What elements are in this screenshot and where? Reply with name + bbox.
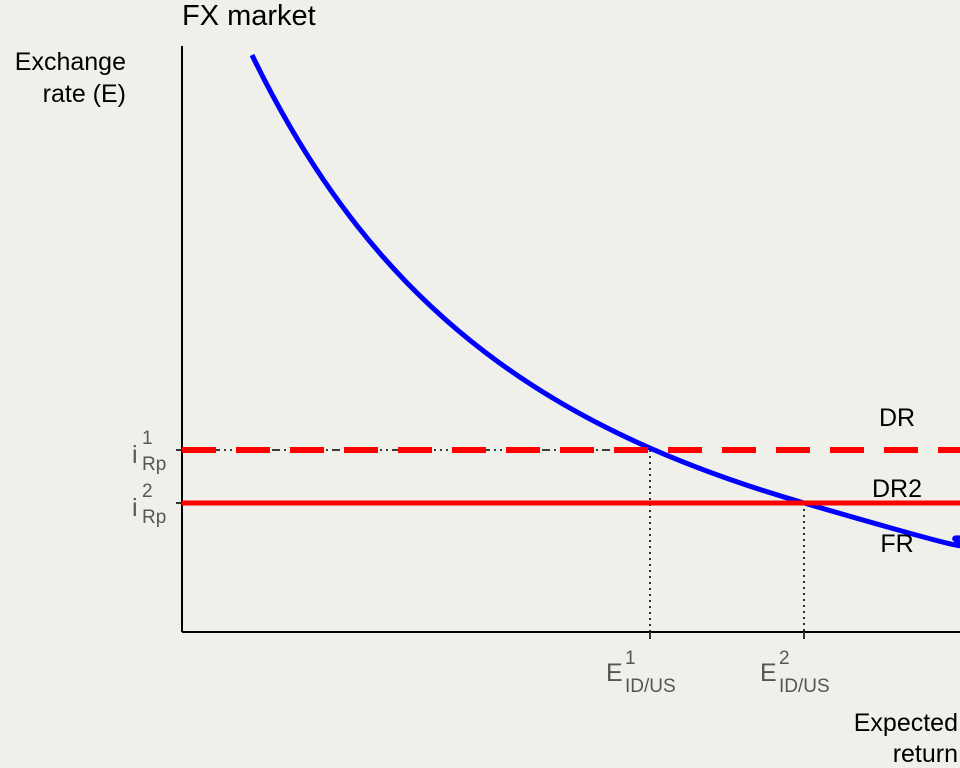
chart-title: FX market — [182, 0, 316, 32]
x-tick-2-base: E — [760, 659, 777, 687]
x-tick-2-sub: ID/US — [779, 676, 830, 697]
y-tick-2-sub: Rp — [142, 507, 166, 528]
y-tick-label-1: i 1 Rp — [132, 422, 166, 475]
x-tick-1-sub: ID/US — [625, 676, 676, 697]
x-tick-1-base: E — [606, 659, 623, 687]
y-tick-1-sub: Rp — [142, 454, 166, 475]
y-axis-label-line-2: rate (E) — [43, 80, 126, 108]
fr-curve — [249, 53, 960, 549]
dr2-series-label: DR2 — [872, 475, 922, 503]
fr-series-label: FR — [880, 530, 913, 558]
x-tick-1-sup: 1 — [625, 648, 636, 669]
x-tick-2-sup: 2 — [779, 648, 790, 669]
y-tick-2-base: i — [132, 494, 138, 522]
dr-series-label: DR — [879, 404, 915, 432]
y-tick-label-2: i 2 Rp — [132, 475, 166, 528]
y-tick-1-base: i — [132, 441, 138, 469]
y-axis-label-line-1: Exchange — [15, 48, 126, 76]
x-tick-label-2: E 2 ID/US — [760, 642, 830, 697]
y-tick-1-sup: 1 — [142, 428, 153, 449]
x-axis-label-line-1: Expected — [854, 709, 958, 737]
x-tick-label-1: E 1 ID/US — [606, 642, 676, 697]
y-tick-2-sup: 2 — [142, 481, 153, 502]
x-axis-label-line-2: return — [893, 740, 958, 768]
